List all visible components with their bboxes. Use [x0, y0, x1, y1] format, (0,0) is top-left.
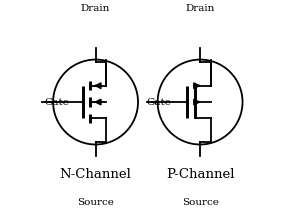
Text: Gate: Gate — [44, 97, 69, 107]
Text: Drain: Drain — [185, 4, 215, 13]
Text: Source: Source — [77, 198, 114, 207]
Text: P-Channel: P-Channel — [166, 168, 234, 181]
Text: Source: Source — [182, 198, 218, 207]
Text: Drain: Drain — [81, 4, 110, 13]
Text: Gate: Gate — [147, 97, 172, 107]
Text: N-Channel: N-Channel — [60, 168, 131, 181]
